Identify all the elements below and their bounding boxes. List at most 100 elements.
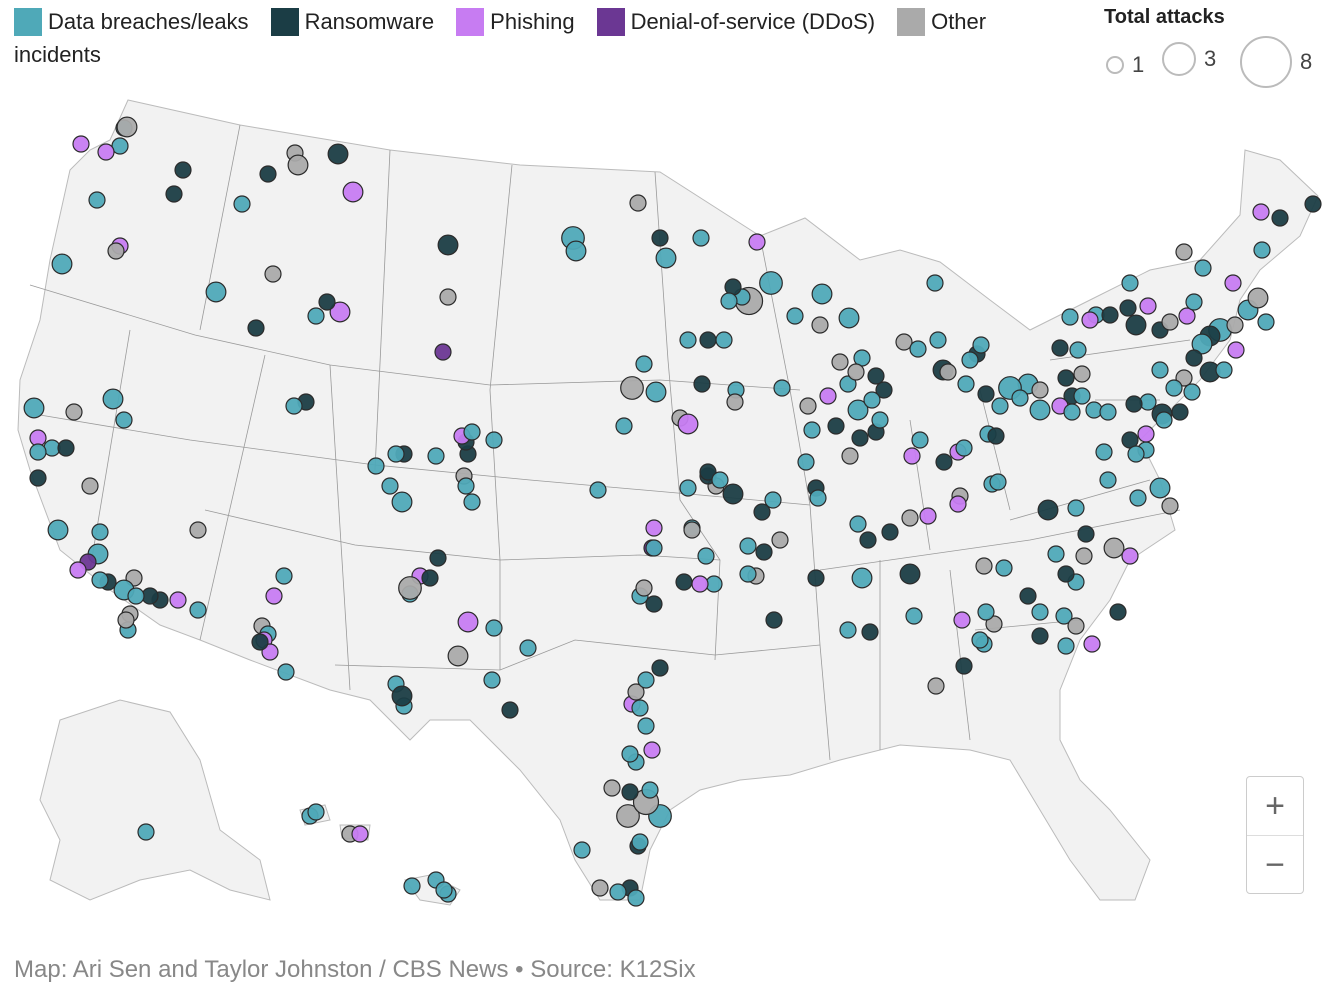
incident-marker-breach[interactable] bbox=[803, 421, 821, 439]
incident-marker-other[interactable] bbox=[1103, 537, 1125, 559]
incident-marker-breach[interactable] bbox=[720, 292, 738, 310]
incident-marker-other[interactable] bbox=[447, 645, 469, 667]
incident-marker-breach[interactable] bbox=[102, 388, 124, 410]
incident-marker-breach[interactable] bbox=[1029, 399, 1051, 421]
incident-marker-breach[interactable] bbox=[1165, 379, 1183, 397]
incident-marker-breach[interactable] bbox=[91, 571, 109, 589]
incident-marker-breach[interactable] bbox=[621, 745, 639, 763]
incident-marker-other[interactable] bbox=[398, 576, 422, 600]
incident-marker-other[interactable] bbox=[620, 376, 644, 400]
incident-marker-ransom[interactable] bbox=[875, 381, 893, 399]
incident-marker-breach[interactable] bbox=[403, 877, 421, 895]
incident-marker-breach[interactable] bbox=[637, 671, 655, 689]
incident-marker-breach[interactable] bbox=[977, 603, 995, 621]
incident-marker-ransom[interactable] bbox=[651, 229, 669, 247]
incident-marker-breach[interactable] bbox=[307, 803, 325, 821]
zoom-in-button[interactable]: + bbox=[1265, 786, 1285, 825]
incident-marker-other[interactable] bbox=[841, 447, 859, 465]
incident-marker-other[interactable] bbox=[895, 333, 913, 351]
incident-marker-phish[interactable] bbox=[1227, 341, 1245, 359]
incident-marker-phish[interactable] bbox=[949, 495, 967, 513]
incident-marker-breach[interactable] bbox=[1127, 445, 1145, 463]
incident-marker-breach[interactable] bbox=[739, 565, 757, 583]
incident-marker-ransom[interactable] bbox=[259, 165, 277, 183]
incident-marker-breach[interactable] bbox=[457, 477, 475, 495]
incident-marker-other[interactable] bbox=[939, 363, 957, 381]
incident-marker-breach[interactable] bbox=[519, 639, 537, 657]
incident-marker-breach[interactable] bbox=[797, 453, 815, 471]
incident-marker-other[interactable] bbox=[635, 579, 653, 597]
incident-marker-breach[interactable] bbox=[773, 379, 791, 397]
legend-item-phish[interactable]: Phishing bbox=[456, 8, 575, 36]
incident-marker-breach[interactable] bbox=[1069, 341, 1087, 359]
incident-marker-other[interactable] bbox=[627, 683, 645, 701]
incident-marker-phish[interactable] bbox=[265, 587, 283, 605]
incident-marker-other[interactable] bbox=[603, 779, 621, 797]
incident-marker-other[interactable] bbox=[107, 242, 125, 260]
incident-marker-other[interactable] bbox=[811, 316, 829, 334]
incident-marker-breach[interactable] bbox=[307, 307, 325, 325]
incident-marker-breach[interactable] bbox=[631, 699, 649, 717]
incident-marker-breach[interactable] bbox=[29, 443, 47, 461]
incident-marker-breach[interactable] bbox=[847, 399, 869, 421]
incident-marker-phish[interactable] bbox=[329, 301, 351, 323]
incident-marker-breach[interactable] bbox=[1151, 361, 1169, 379]
incident-marker-breach[interactable] bbox=[391, 491, 413, 513]
incident-marker-ddos[interactable] bbox=[434, 343, 452, 361]
incident-marker-breach[interactable] bbox=[786, 307, 804, 325]
incident-marker-breach[interactable] bbox=[971, 631, 989, 649]
incident-marker-other[interactable] bbox=[116, 116, 138, 138]
incident-marker-ransom[interactable] bbox=[899, 563, 921, 585]
incident-marker-other[interactable] bbox=[847, 363, 865, 381]
incident-marker-breach[interactable] bbox=[137, 823, 155, 841]
incident-marker-other[interactable] bbox=[117, 611, 135, 629]
incident-marker-ransom[interactable] bbox=[247, 319, 265, 337]
incident-marker-other[interactable] bbox=[287, 154, 309, 176]
incident-marker-breach[interactable] bbox=[23, 397, 45, 419]
incident-marker-breach[interactable] bbox=[573, 841, 591, 859]
incident-marker-ransom[interactable] bbox=[1101, 306, 1119, 324]
incident-marker-breach[interactable] bbox=[1057, 637, 1075, 655]
incident-marker-other[interactable] bbox=[439, 288, 457, 306]
incident-marker-breach[interactable] bbox=[189, 601, 207, 619]
incident-marker-other[interactable] bbox=[1067, 617, 1085, 635]
incident-marker-ransom[interactable] bbox=[881, 523, 899, 541]
incident-marker-breach[interactable] bbox=[955, 439, 973, 457]
incident-marker-ransom[interactable] bbox=[501, 701, 519, 719]
incident-marker-breach[interactable] bbox=[275, 567, 293, 585]
incident-marker-phish[interactable] bbox=[677, 413, 699, 435]
incident-marker-ransom[interactable] bbox=[1051, 339, 1069, 357]
incident-marker-breach[interactable] bbox=[764, 491, 782, 509]
incident-marker-other[interactable] bbox=[65, 403, 83, 421]
incident-marker-other[interactable] bbox=[799, 397, 817, 415]
incident-marker-breach[interactable] bbox=[637, 717, 655, 735]
incident-marker-phish[interactable] bbox=[351, 825, 369, 843]
incident-marker-breach[interactable] bbox=[1061, 308, 1079, 326]
incident-marker-breach[interactable] bbox=[995, 559, 1013, 577]
incident-marker-breach[interactable] bbox=[485, 619, 503, 637]
incident-map[interactable] bbox=[0, 90, 1324, 920]
incident-marker-phish[interactable] bbox=[1178, 307, 1196, 325]
incident-marker-ransom[interactable] bbox=[318, 293, 336, 311]
incident-marker-breach[interactable] bbox=[851, 567, 873, 589]
incident-marker-ransom[interactable] bbox=[1057, 369, 1075, 387]
incident-marker-breach[interactable] bbox=[463, 423, 481, 441]
incident-marker-phish[interactable] bbox=[97, 143, 115, 161]
incident-marker-other[interactable] bbox=[264, 265, 282, 283]
incident-marker-other[interactable] bbox=[831, 353, 849, 371]
incident-marker-breach[interactable] bbox=[839, 621, 857, 639]
incident-marker-other[interactable] bbox=[629, 194, 647, 212]
incident-marker-breach[interactable] bbox=[909, 340, 927, 358]
incident-marker-breach[interactable] bbox=[615, 417, 633, 435]
incident-marker-breach[interactable] bbox=[1047, 545, 1065, 563]
incident-marker-ransom[interactable] bbox=[861, 623, 879, 641]
incident-marker-ransom[interactable] bbox=[1057, 565, 1075, 583]
incident-marker-ransom[interactable] bbox=[651, 659, 669, 677]
incident-marker-ransom[interactable] bbox=[935, 453, 953, 471]
incident-marker-ransom[interactable] bbox=[1077, 525, 1095, 543]
incident-marker-breach[interactable] bbox=[1055, 607, 1073, 625]
incident-marker-breach[interactable] bbox=[961, 351, 979, 369]
incident-marker-ransom[interactable] bbox=[327, 143, 349, 165]
incident-marker-breach[interactable] bbox=[871, 411, 889, 429]
incident-marker-other[interactable] bbox=[591, 879, 609, 897]
